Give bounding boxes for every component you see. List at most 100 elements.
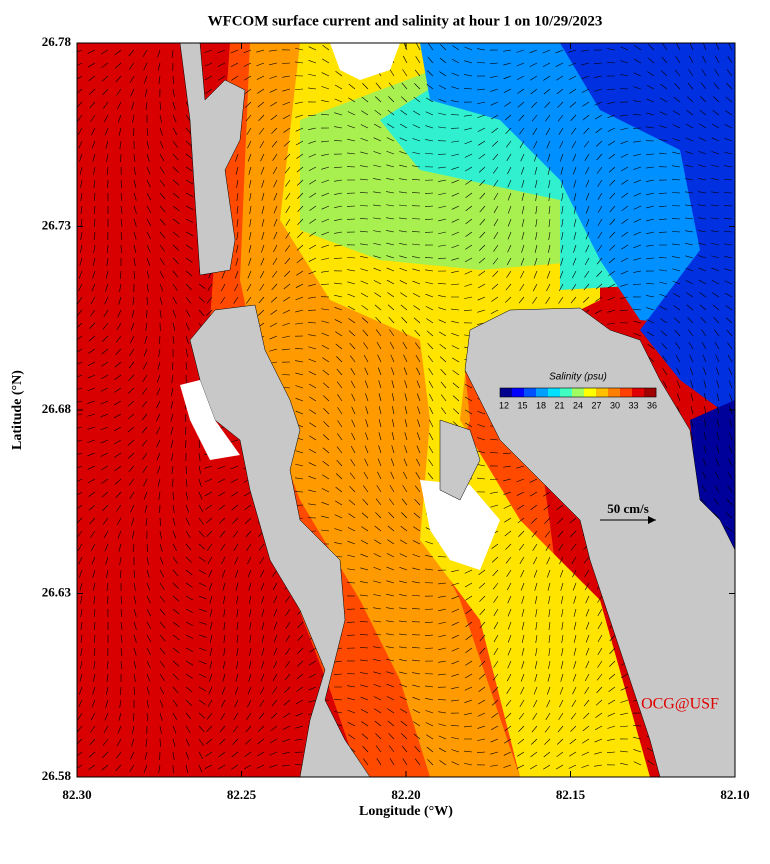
current-arrow — [334, 98, 343, 103]
current-arrow — [360, 192, 369, 194]
current-arrow — [477, 48, 486, 51]
current-arrow — [597, 179, 603, 187]
current-arrow — [609, 244, 616, 251]
current-arrow — [585, 179, 590, 188]
current-arrow — [412, 581, 421, 584]
current-arrow — [607, 725, 616, 729]
current-arrow — [115, 75, 122, 83]
current-arrow — [269, 335, 278, 340]
current-arrow — [285, 231, 291, 239]
current-arrow — [711, 151, 720, 155]
current-arrow — [116, 517, 122, 526]
current-arrow — [607, 712, 616, 717]
current-arrow — [570, 543, 577, 551]
current-arrow — [170, 439, 174, 448]
current-arrow — [172, 179, 180, 186]
current-arrow — [246, 543, 252, 551]
current-arrow — [159, 517, 161, 527]
current-arrow — [172, 595, 180, 602]
current-arrow — [209, 595, 213, 604]
current-arrow — [647, 343, 655, 350]
current-arrow — [146, 660, 151, 669]
current-arrow — [726, 498, 733, 506]
current-arrow — [544, 517, 551, 524]
current-arrow — [219, 725, 226, 733]
current-arrow — [451, 686, 460, 690]
current-arrow — [413, 96, 421, 103]
current-arrow — [246, 712, 252, 720]
current-arrow — [307, 322, 317, 324]
current-arrow — [633, 257, 642, 261]
current-arrow — [547, 166, 551, 175]
current-arrow — [490, 504, 499, 508]
current-arrow — [209, 608, 213, 617]
current-arrow — [417, 406, 421, 415]
current-arrow — [661, 56, 668, 64]
current-arrow — [296, 673, 304, 680]
current-arrow — [464, 384, 473, 389]
current-arrow — [452, 357, 460, 363]
scale-arrow-head — [648, 516, 656, 524]
current-arrow — [114, 361, 122, 368]
current-arrow — [295, 738, 304, 741]
current-arrow — [235, 582, 239, 591]
current-arrow — [478, 140, 486, 146]
current-arrow — [350, 355, 356, 363]
current-arrow — [185, 335, 189, 344]
current-arrow — [607, 101, 616, 105]
current-arrow — [146, 712, 149, 721]
current-arrow — [359, 634, 369, 636]
current-arrow — [347, 709, 356, 714]
current-arrow — [185, 751, 189, 760]
current-arrow — [464, 422, 473, 428]
current-arrow — [295, 283, 304, 288]
current-arrow — [677, 393, 681, 402]
current-arrow — [159, 179, 166, 187]
current-arrow — [516, 465, 525, 469]
current-arrow — [375, 512, 382, 519]
current-arrow — [127, 439, 135, 446]
current-arrow — [373, 137, 382, 142]
current-arrow — [535, 647, 538, 656]
current-arrow — [308, 346, 317, 350]
current-arrow — [218, 764, 226, 770]
current-arrow — [427, 56, 434, 64]
current-arrow — [451, 270, 460, 273]
current-arrow — [295, 309, 304, 313]
current-arrow — [711, 255, 720, 259]
current-arrow — [493, 595, 499, 603]
current-arrow — [477, 61, 486, 64]
current-arrow — [91, 283, 96, 292]
current-arrow — [633, 761, 642, 766]
current-arrow — [308, 270, 317, 275]
current-arrow — [377, 471, 382, 480]
current-arrow — [479, 205, 486, 213]
current-arrow — [172, 257, 179, 264]
current-arrow — [198, 517, 204, 525]
current-arrow — [594, 114, 603, 120]
current-arrow — [146, 673, 151, 682]
current-arrow — [171, 465, 174, 474]
current-arrow — [273, 179, 278, 188]
current-arrow — [427, 355, 434, 363]
current-arrow — [130, 335, 135, 344]
current-arrow — [438, 331, 447, 337]
current-arrow — [561, 231, 564, 240]
current-arrow — [561, 608, 564, 617]
current-arrow — [245, 530, 252, 538]
current-arrow — [116, 751, 122, 759]
current-arrow — [415, 342, 421, 350]
current-arrow — [321, 205, 330, 210]
current-arrow — [141, 439, 148, 447]
current-arrow — [248, 244, 252, 253]
current-arrow — [308, 358, 317, 363]
current-arrow — [687, 329, 694, 337]
current-arrow — [479, 660, 486, 667]
current-arrow — [88, 764, 96, 770]
current-arrow — [373, 255, 382, 259]
current-arrow — [386, 164, 395, 168]
current-arrow — [658, 192, 668, 194]
current-arrow — [334, 205, 343, 209]
current-arrow — [269, 348, 278, 352]
current-arrow — [129, 62, 135, 70]
